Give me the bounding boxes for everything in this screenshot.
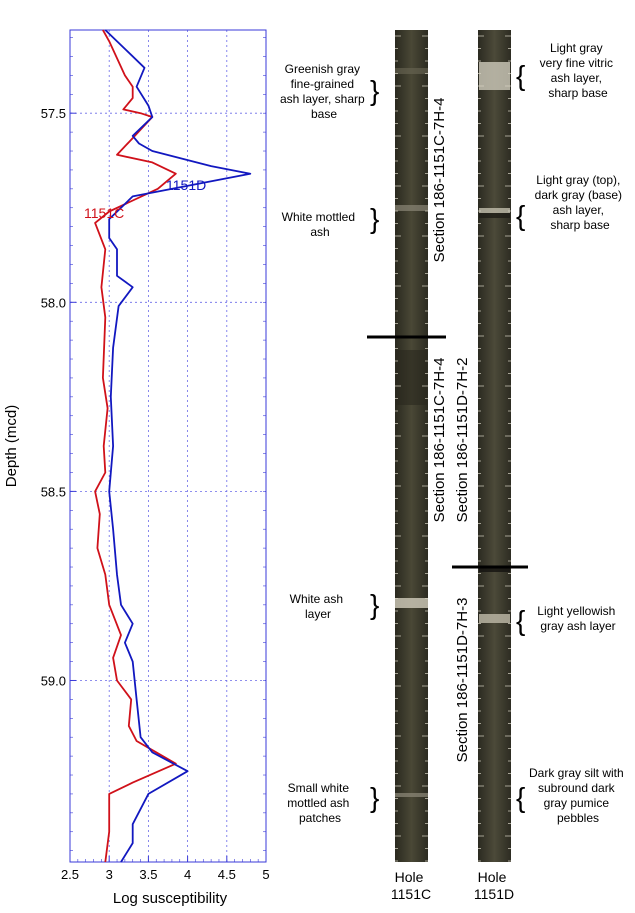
x-tick-label: 2.5	[61, 867, 79, 882]
hole-label-line: 1151C	[391, 886, 431, 902]
core-scale-ticks-1151d	[478, 35, 511, 862]
annotation-line: gray ash layer	[540, 619, 615, 633]
core-1151d	[452, 30, 528, 862]
hole-label-line: Hole	[478, 869, 507, 885]
section-label-1151d-upper: Section 186-1151D-7H-2	[454, 358, 471, 523]
section-label-1151c-lower: Section 186-1151C-7H-4	[431, 358, 448, 523]
series-line-1151d	[104, 29, 252, 863]
annotation-line: pebbles	[557, 811, 599, 825]
section-label-1151c-upper: Section 186-1151C-7H-4	[431, 98, 448, 263]
annotation-white-mottled-ash: White mottled ash }	[282, 203, 380, 239]
annotation-light-yellowish: { Light yellowish gray ash layer	[516, 604, 618, 636]
ash-band-light-top	[479, 208, 510, 213]
y-tick-label: 59.0	[41, 673, 66, 688]
section-label-1151d-lower: Section 186-1151D-7H-3	[454, 598, 471, 763]
annotation-line: ash layer,	[553, 203, 604, 217]
brace-icon: }	[370, 75, 379, 106]
core-image-1151c	[395, 30, 428, 862]
hole-label-1151c: Hole 1151C	[391, 869, 431, 902]
grid-lines	[70, 30, 266, 862]
annotation-line: Light gray (top),	[536, 173, 620, 187]
brace-icon: {	[516, 605, 525, 636]
svg-text:Light gray (top), dark g: Light gray (top), dark gray (base) ash l…	[535, 173, 626, 232]
annotation-line: gray pumice	[544, 796, 610, 810]
annotation-line: ash layer, sharp	[280, 92, 365, 106]
annotation-line: very fine vitric	[540, 56, 613, 70]
hole-label-1151d: Hole 1151D	[474, 869, 514, 902]
tick-labels: 2.5 3 3.5 4 4.5 5 57.5 58.0 58.5 59.0	[41, 106, 270, 882]
ash-band-greenish	[395, 68, 428, 74]
annotation-line: Dark gray silt with	[529, 766, 624, 780]
y-tick-label: 58.5	[41, 484, 66, 499]
brace-icon: }	[370, 203, 379, 234]
annotation-light-gray-vitric: { Light gray very fine vitric ash layer,…	[516, 41, 617, 100]
svg-text:Dark gray silt with subr: Dark gray silt with subround dark gray p…	[529, 766, 627, 825]
annotation-greenish-ash: Greenish gray fine-grained ash layer, sh…	[280, 62, 379, 121]
ash-band-mottled-patches	[395, 793, 428, 797]
annotation-line: Light yellowish	[537, 604, 615, 618]
annotation-line: patches	[299, 811, 341, 825]
y-tick-label: 58.0	[41, 295, 66, 310]
series-label-1151d: 1151D	[166, 177, 206, 193]
x-tick-label: 4	[184, 867, 191, 882]
annotation-line: mottled ash	[287, 796, 349, 810]
annotation-line: subround dark	[538, 781, 616, 795]
annotation-line: White ash	[290, 592, 343, 606]
svg-text:Light yellowish gray ash: Light yellowish gray ash layer	[537, 604, 618, 633]
core-image-1151d	[478, 30, 511, 862]
ash-band-white-mottled	[395, 205, 428, 211]
annotation-line: dark gray (base)	[535, 188, 622, 202]
brace-icon: {	[516, 782, 525, 813]
series-line-1151c	[94, 29, 177, 863]
hole-label-line: 1151D	[474, 886, 514, 902]
annotation-line: sharp base	[550, 218, 610, 232]
brace-icon: }	[370, 782, 379, 813]
svg-text:Greenish gray fine-grain: Greenish gray fine-grained ash layer, sh…	[280, 62, 368, 121]
svg-text:Small white mottled ash: Small white mottled ash patches	[287, 781, 352, 825]
annotation-small-white-mottled: Small white mottled ash patches }	[287, 781, 379, 825]
ash-band-dark-base	[479, 213, 510, 218]
ash-band-white	[395, 598, 428, 608]
tick-marks	[69, 37, 267, 862]
x-tick-label: 3.5	[139, 867, 157, 882]
core-scale-ticks-1151c	[395, 35, 428, 862]
ash-band-yellowish	[479, 614, 510, 623]
core-1151c	[367, 30, 446, 862]
annotation-line: sharp base	[548, 86, 608, 100]
hole-label-line: Hole	[395, 869, 424, 885]
svg-text:White mottled ash: White mottled ash	[282, 210, 359, 239]
annotation-line: ash layer,	[551, 71, 602, 85]
annotation-line: layer	[305, 607, 331, 621]
data-series	[94, 29, 252, 863]
svg-text:Light gray very fine vit: Light gray very fine vitric ash layer, s…	[540, 41, 617, 100]
annotation-dark-gray-silt: { Dark gray silt with subround dark gray…	[516, 766, 627, 825]
svg-text:White ash layer: White ash layer	[290, 592, 347, 621]
brace-icon: }	[370, 589, 379, 620]
annotation-line: White mottled	[282, 210, 355, 224]
x-axis-label: Log susceptibility	[113, 890, 228, 907]
annotation-line: Light gray	[550, 41, 603, 55]
y-tick-label: 57.5	[41, 106, 66, 121]
brace-icon: {	[516, 60, 525, 91]
susceptibility-plot: 2.5 3 3.5 4 4.5 5 57.5 58.0 58.5 59.0 1151D 1151C…	[3, 29, 270, 907]
annotation-line: Small white	[288, 781, 350, 795]
x-tick-label: 3	[106, 867, 113, 882]
brace-icon: {	[516, 200, 525, 231]
dark-band	[396, 350, 427, 405]
annotation-line: Greenish gray	[285, 62, 360, 76]
annotation-white-ash-layer: White ash layer }	[290, 589, 380, 621]
annotation-light-dark-gray: { Light gray (top), dark gray (base) ash…	[516, 173, 626, 232]
series-label-1151c: 1151C	[84, 205, 124, 221]
ash-band-light-gray	[479, 62, 510, 90]
core-gap	[479, 568, 510, 572]
y-axis-label: Depth (mcd)	[3, 405, 20, 488]
x-tick-label: 4.5	[218, 867, 236, 882]
annotation-line: base	[311, 107, 337, 121]
annotation-line: ash	[310, 225, 329, 239]
annotation-line: fine-grained	[291, 77, 354, 91]
x-tick-label: 5	[262, 867, 269, 882]
plot-frame	[69, 29, 267, 863]
